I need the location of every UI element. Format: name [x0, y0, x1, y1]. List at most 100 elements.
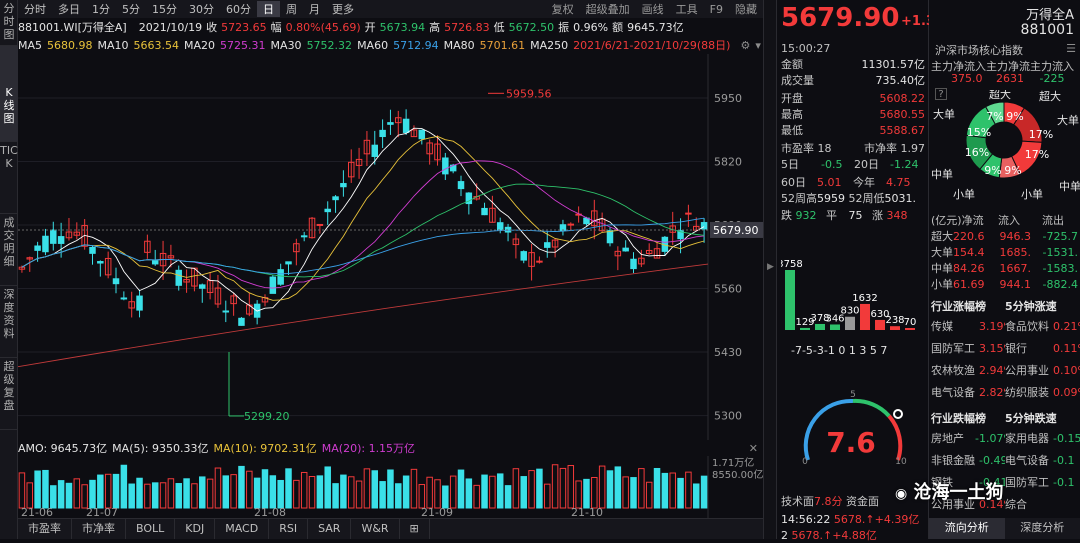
tab-15min[interactable]: 15分: [146, 1, 183, 17]
volume-bar: [58, 481, 63, 508]
ring-category-label: 小单: [953, 188, 975, 200]
vtab-depth[interactable]: 深度资料: [0, 286, 18, 358]
volume-bar: [51, 486, 56, 508]
menu-icon[interactable]: ☰: [1066, 42, 1076, 55]
rise-head-right: 5分钟涨速: [1005, 300, 1057, 314]
panel-splitter[interactable]: ▶: [763, 0, 777, 539]
tab-pb[interactable]: 市净率: [72, 519, 126, 539]
rank-value: 3.19%: [979, 320, 1005, 334]
volume-bar: [82, 485, 87, 508]
adjust-button[interactable]: 复权: [546, 1, 580, 17]
fall-label: 跌: [781, 209, 792, 222]
hide-button[interactable]: 隐藏: [729, 1, 763, 17]
volume-bar: [631, 478, 636, 508]
kv-60d-ytd: 60日 5.01 今年 4.75: [781, 176, 925, 190]
rank-row[interactable]: 房地产-1.07%家用电器-0.15: [931, 432, 1080, 446]
volume-bar: [545, 484, 550, 508]
rank-name: 电气设备: [1005, 454, 1053, 468]
volume-bar: [497, 474, 502, 508]
tab-rsi[interactable]: RSI: [269, 519, 308, 539]
add-indicator-icon[interactable]: ⊞: [400, 519, 430, 539]
d20-label: 20日: [854, 158, 879, 171]
vtab-timeshare[interactable]: 分时图: [0, 0, 18, 46]
ma60-value: 5712.94: [393, 39, 439, 52]
overlay-button[interactable]: 超级叠加: [580, 1, 636, 17]
candle-body: [43, 236, 48, 251]
vtab-replay[interactable]: 超级复盘: [0, 358, 18, 430]
fund-flow-panel: 万得全A 881001 沪深市场核心指数 ☰ 主力净流入主力净流主力流入 375…: [929, 0, 1080, 539]
tab-wr[interactable]: W&R: [351, 519, 399, 539]
ring-category-label: 超大: [1039, 90, 1061, 103]
rank-name: 纺织服装: [1005, 386, 1053, 400]
ring-category-label: 大单: [1057, 113, 1079, 127]
pb-value: 市净率 1.97: [864, 142, 925, 156]
candle-body: [278, 270, 283, 285]
candle-body: [223, 311, 228, 312]
tab-flow-analysis[interactable]: 流向分析: [929, 518, 1005, 539]
kv-value: 5588.67: [880, 124, 926, 138]
tab-kdj[interactable]: KDJ: [175, 519, 215, 539]
tab-depth-analysis[interactable]: 深度分析: [1005, 518, 1080, 539]
rank-name: 传媒: [931, 320, 979, 334]
kv-label: 成交量: [781, 74, 814, 88]
chevron-right-icon[interactable]: ▶: [767, 262, 774, 272]
fall-head-left: 行业跌幅榜: [931, 412, 1005, 426]
draw-button[interactable]: 画线: [636, 1, 670, 17]
volume-bar: [35, 471, 40, 508]
tab-60min[interactable]: 60分: [220, 1, 257, 17]
tools-button[interactable]: 工具: [670, 1, 704, 17]
candle-body: [325, 209, 330, 211]
tab-timeshare[interactable]: 分时: [18, 1, 52, 17]
tab-macd[interactable]: MACD: [215, 519, 269, 539]
tab-month[interactable]: 月: [303, 1, 326, 17]
candle-body: [35, 246, 40, 250]
distribution-bar: [875, 320, 885, 330]
vtab-kline[interactable]: K线图: [0, 46, 18, 142]
swing-value: 0.96%: [573, 21, 608, 34]
tab-30min[interactable]: 30分: [183, 1, 220, 17]
rank-name: 家用电器: [1005, 432, 1053, 446]
settings-icon[interactable]: ⚙: [740, 39, 750, 52]
candle-body: [631, 259, 636, 268]
vtab-trade-detail[interactable]: 成交明细: [0, 214, 18, 286]
index-category: 沪深市场核心指数: [935, 42, 1023, 58]
volume-bar: [19, 473, 24, 508]
tab-more[interactable]: 更多: [326, 1, 360, 17]
close-icon[interactable]: ✕: [749, 442, 758, 455]
candle-body: [301, 236, 306, 237]
tab-pe[interactable]: 市盈率: [18, 519, 72, 539]
chevron-down-icon[interactable]: ▾: [755, 39, 761, 52]
indicator-tabs: 市盈率 市净率 BOLL KDJ MACD RSI SAR W&R ⊞: [18, 518, 763, 539]
kv-breadth: 跌 932 平 75 涨 348: [781, 209, 925, 223]
volume-bar: [490, 476, 495, 508]
volume-bar: [662, 473, 667, 508]
kv-value: 5608.22: [880, 92, 926, 106]
tab-week[interactable]: 周: [280, 1, 303, 17]
volume-bar: [262, 470, 267, 508]
vtab-tick[interactable]: TICK: [0, 142, 18, 214]
open-label: 开: [365, 19, 376, 35]
tab-1min[interactable]: 1分: [86, 1, 116, 17]
kline-chart[interactable]: 5950582056905560543053005679.905959.5652…: [18, 54, 763, 440]
candle-body: [121, 298, 126, 299]
tab-sar[interactable]: SAR: [308, 519, 351, 539]
rank-row[interactable]: 非银金融-0.49%电气设备-0.1: [931, 454, 1080, 468]
tick-row: 2 5678.↑+4.88亿: [781, 527, 877, 543]
vol-ma20-label: MA(20): 1.15万亿: [322, 440, 415, 456]
tab-5min[interactable]: 5分: [116, 1, 146, 17]
rank-value: 2.82%: [979, 386, 1005, 400]
low-annotation: 5299.20: [244, 410, 290, 423]
tech-value: 7.8分: [814, 495, 843, 508]
tab-day[interactable]: 日: [257, 1, 280, 17]
tab-multiday[interactable]: 多日: [52, 1, 86, 17]
tab-boll[interactable]: BOLL: [126, 519, 175, 539]
volume-bar: [247, 471, 252, 508]
open-value: 5673.94: [380, 21, 426, 34]
f9-button[interactable]: F9: [704, 3, 729, 16]
